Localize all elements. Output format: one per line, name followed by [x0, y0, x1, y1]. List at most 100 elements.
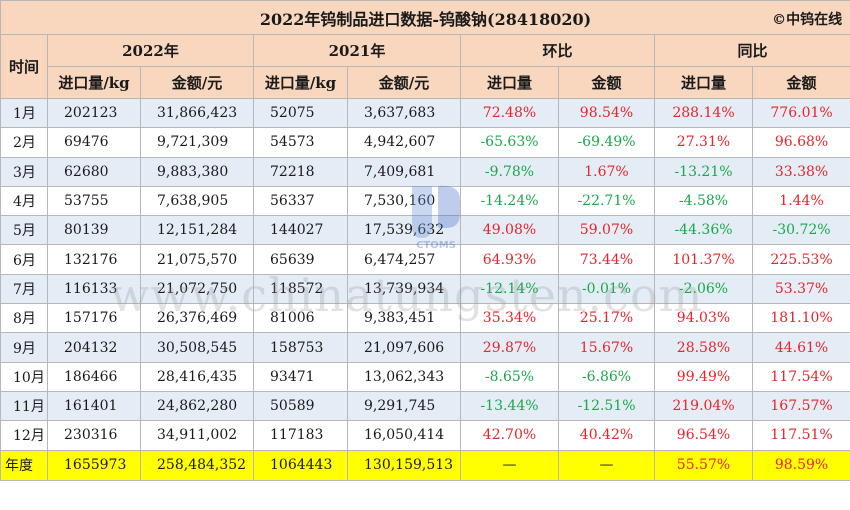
amount-2022-cell: 30,508,545 — [140, 332, 254, 363]
amount-2022-cell: 34,911,002 — [140, 420, 254, 451]
mom-amount-cell: -69.49% — [558, 127, 655, 158]
yoy-amount-cell: 181.10% — [751, 303, 850, 334]
qty-2021-cell: 158753 — [253, 332, 348, 363]
header-year-2022: 2022年 — [47, 34, 254, 67]
amount-2022-cell: 26,376,469 — [140, 303, 254, 334]
amount-2021-cell: 7,409,681 — [347, 156, 461, 187]
total-yoy-amount: 98.59% — [751, 449, 850, 481]
yoy-qty-cell: 101.37% — [654, 244, 753, 275]
table-row: 3月 62680 9,883,380 72218 7,409,681 -9.78% 1.67… — [0, 156, 850, 187]
qty-2022-cell: 230316 — [47, 420, 141, 451]
amount-2021-cell: 9,291,745 — [347, 390, 461, 422]
table-row: 1月 202123 31,866,423 52075 3,637,683 72.48% 98… — [0, 97, 850, 129]
yoy-amount-cell: 117.54% — [751, 361, 850, 392]
yoy-qty-cell: 219.04% — [654, 390, 753, 422]
qty-2021-cell: 72218 — [253, 156, 348, 187]
qty-2021-cell: 117183 — [253, 420, 348, 451]
month-cell: 8月 — [0, 303, 48, 334]
header-mom: 环比 — [460, 34, 655, 67]
header-qty-2021: 进口量/kg — [253, 66, 348, 99]
header-qty-2022: 进口量/kg — [47, 66, 141, 99]
header-amount-2021: 金额/元 — [347, 66, 461, 99]
mom-qty-cell: 49.08% — [460, 215, 559, 246]
month-cell: 5月 — [0, 215, 48, 246]
yoy-qty-cell: 96.54% — [654, 420, 753, 451]
total-amount-2022: 258,484,352 — [140, 449, 254, 481]
month-cell: 4月 — [0, 185, 48, 217]
yoy-qty-cell: 94.03% — [654, 303, 753, 334]
table-title: 2022年钨制品进口数据-钨酸钠(28418020) ©中钨在线 — [0, 0, 850, 35]
yoy-qty-cell: -4.58% — [654, 185, 753, 217]
mom-qty-cell: -12.14% — [460, 273, 559, 305]
amount-2021-cell: 3,637,683 — [347, 97, 461, 129]
qty-2022-cell: 204132 — [47, 332, 141, 363]
qty-2022-cell: 53755 — [47, 185, 141, 217]
mom-qty-cell: 72.48% — [460, 97, 559, 129]
qty-2021-cell: 56337 — [253, 185, 348, 217]
yoy-qty-cell: -13.21% — [654, 156, 753, 187]
table-row-total: 年度 1655973 258,484,352 1064443 130,159,5… — [0, 449, 850, 481]
month-cell: 9月 — [0, 332, 48, 363]
yoy-qty-cell: -44.36% — [654, 215, 753, 246]
qty-2021-cell: 50589 — [253, 390, 348, 422]
qty-2022-cell: 132176 — [47, 244, 141, 275]
table-row: 12月 230316 34,911,002 117183 16,050,414 42.70… — [0, 420, 850, 451]
qty-2022-cell: 69476 — [47, 127, 141, 158]
amount-2021-cell: 16,050,414 — [347, 420, 461, 451]
month-cell: 10月 — [0, 361, 48, 392]
header-yoy: 同比 — [653, 34, 850, 67]
mom-amount-cell: 59.07% — [558, 215, 655, 246]
qty-2021-cell: 118572 — [253, 273, 348, 305]
yoy-amount-cell: 117.51% — [751, 420, 850, 451]
total-amount-2021: 130,159,513 — [347, 449, 461, 481]
yoy-qty-cell: 28.58% — [654, 332, 753, 363]
qty-2022-cell: 157176 — [47, 303, 141, 334]
qty-2021-cell: 54573 — [253, 127, 348, 158]
mom-qty-cell: -14.24% — [460, 185, 559, 217]
mom-amount-cell: -12.51% — [558, 390, 655, 422]
mom-amount-cell: 25.17% — [558, 303, 655, 334]
total-mom-qty: — — [460, 449, 559, 481]
amount-2021-cell: 17,539,632 — [347, 215, 461, 246]
yoy-amount-cell: 53.37% — [751, 273, 850, 305]
mom-qty-cell: -13.44% — [460, 390, 559, 422]
yoy-amount-cell: 225.53% — [751, 244, 850, 275]
month-cell: 3月 — [0, 156, 48, 187]
mom-qty-cell: 64.93% — [460, 244, 559, 275]
yoy-amount-cell: 167.57% — [751, 390, 850, 422]
yoy-amount-cell: 44.61% — [751, 332, 850, 363]
qty-2022-cell: 116133 — [47, 273, 141, 305]
total-qty-2022: 1655973 — [47, 449, 141, 481]
amount-2022-cell: 9,883,380 — [140, 156, 254, 187]
qty-2021-cell: 52075 — [253, 97, 348, 129]
qty-2021-cell: 144027 — [253, 215, 348, 246]
table-row: 4月 53755 7,638,905 56337 7,530,160 -14.24% -22… — [0, 185, 850, 217]
yoy-qty-cell: 99.49% — [654, 361, 753, 392]
month-cell: 1月 — [0, 97, 48, 129]
yoy-qty-cell: 288.14% — [654, 97, 753, 129]
mom-amount-cell: 98.54% — [558, 97, 655, 129]
amount-2021-cell: 21,097,606 — [347, 332, 461, 363]
title-text: 2022年钨制品进口数据-钨酸钠(28418020) — [259, 9, 592, 29]
total-label: 年度 — [0, 449, 48, 481]
amount-2021-cell: 13,739,934 — [347, 273, 461, 305]
table-row: 7月 116133 21,072,750 118572 13,739,934 -12.14… — [0, 273, 850, 305]
mom-qty-cell: 29.87% — [460, 332, 559, 363]
table-row: 8月 157176 26,376,469 81006 9,383,451 35.34% 25… — [0, 303, 850, 334]
qty-2021-cell: 93471 — [253, 361, 348, 392]
mom-qty-cell: -8.65% — [460, 361, 559, 392]
amount-2021-cell: 4,942,607 — [347, 127, 461, 158]
header-time: 时间 — [0, 34, 48, 99]
mom-qty-cell: 42.70% — [460, 420, 559, 451]
yoy-amount-cell: 33.38% — [751, 156, 850, 187]
total-mom-amount: — — [558, 449, 655, 481]
total-yoy-qty: 55.57% — [654, 449, 753, 481]
month-cell: 11月 — [0, 390, 48, 422]
header-yoy-amount: 金额 — [751, 66, 850, 99]
mom-qty-cell: -9.78% — [460, 156, 559, 187]
amount-2022-cell: 31,866,423 — [140, 97, 254, 129]
mom-amount-cell: -22.71% — [558, 185, 655, 217]
mom-qty-cell: 35.34% — [460, 303, 559, 334]
qty-2021-cell: 65639 — [253, 244, 348, 275]
amount-2022-cell: 7,638,905 — [140, 185, 254, 217]
